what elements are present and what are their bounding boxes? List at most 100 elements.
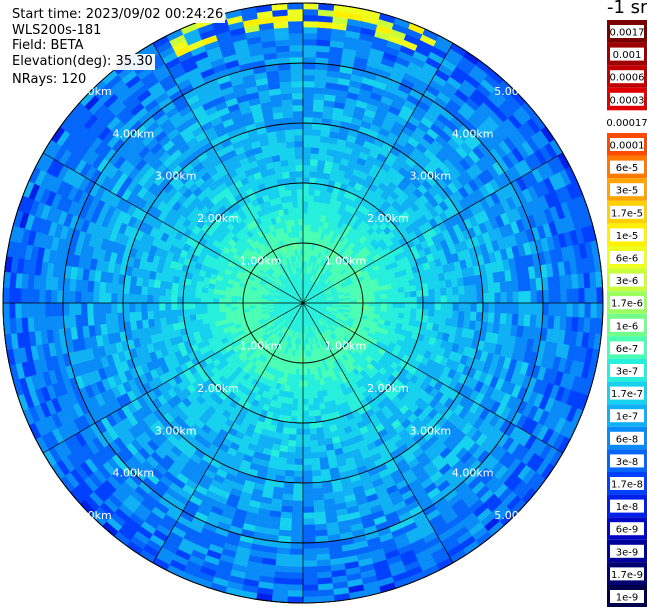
heatmap-cell [164, 295, 172, 304]
heatmap-cell [201, 312, 209, 320]
heatmap-cell [302, 488, 314, 496]
heatmap-cell [404, 291, 412, 298]
heatmap-cell [302, 206, 309, 214]
heatmap-cell [302, 164, 311, 172]
heatmap-cell [312, 111, 324, 119]
heatmap-cell [588, 397, 600, 416]
heatmap-cell [293, 380, 300, 388]
heatmap-cell [470, 293, 478, 304]
heatmap-cell [75, 278, 83, 292]
heatmap-cell [153, 317, 162, 327]
heatmap-cell [410, 296, 418, 304]
heatmap-cell [45, 315, 53, 331]
heatmap-cell [170, 309, 178, 318]
heatmap-cell [106, 540, 124, 556]
heatmap-cell [316, 39, 331, 47]
heatmap-cell [297, 404, 304, 412]
heatmap-cell [374, 294, 382, 300]
heatmap-cell [218, 302, 226, 308]
heatmap-cell [140, 294, 148, 304]
heatmap-cell [110, 302, 118, 314]
heatmap-cell [572, 302, 580, 318]
heatmap-cell [165, 316, 173, 325]
heatmap-cell [290, 410, 298, 418]
heatmap-cell [307, 206, 314, 214]
heatmap-cell [134, 293, 142, 304]
heatmap-cell [446, 302, 454, 312]
heatmap-cell [302, 398, 309, 406]
heatmap-cell [422, 289, 430, 297]
heatmap-cell [457, 310, 466, 321]
heatmap-cell [469, 550, 487, 565]
heatmap-cell [292, 488, 304, 496]
heatmap-cell [310, 152, 319, 161]
heatmap-cell [302, 548, 317, 556]
heatmap-cell [302, 98, 314, 106]
heatmap-cell [140, 310, 149, 321]
heatmap-cell [236, 302, 244, 307]
heatmap-cell [170, 295, 178, 304]
heatmap-cell [290, 524, 304, 532]
heatmap-cell [218, 298, 226, 304]
heatmap-cell [75, 314, 83, 328]
heatmap-cell [200, 307, 208, 314]
heatmap-cell [380, 293, 388, 300]
heatmap-cell [175, 582, 194, 595]
heatmap-cell [434, 302, 442, 311]
heatmap-cell [294, 446, 304, 454]
heatmap-cell [44, 302, 52, 317]
heatmap-cell [493, 312, 501, 324]
heatmap-cell [380, 298, 388, 304]
heatmap-cell [296, 410, 304, 418]
heatmap-cell [312, 105, 324, 113]
heatmap-cell [444, 317, 453, 327]
heatmap-cell [111, 282, 119, 294]
heatmap-cell [306, 368, 311, 376]
heatmap-cell [434, 309, 442, 318]
heatmap-cell [206, 292, 214, 299]
heatmap-cell [506, 291, 514, 304]
heatmap-cell [194, 302, 202, 309]
heatmap-cell [559, 132, 574, 151]
heatmap-cell [398, 292, 406, 299]
heatmap-cell [523, 314, 531, 328]
heatmap-cell [189, 314, 197, 322]
heatmap-cell [427, 315, 435, 324]
heatmap-cell [206, 307, 214, 314]
heatmap-cell [302, 368, 308, 376]
heatmap-cell [590, 302, 598, 319]
heatmap-cell [416, 302, 424, 310]
heatmap-cell [298, 374, 304, 382]
heatmap-cell [302, 158, 311, 166]
heatmap-cell [194, 308, 202, 315]
heatmap-cell [288, 434, 297, 442]
heatmap-cell [316, 559, 331, 567]
heatmap-cell [119, 550, 137, 565]
heatmap-cell [416, 290, 424, 298]
heatmap-cell [317, 444, 327, 453]
heatmap-cell [308, 416, 316, 424]
heatmap-cell [315, 171, 324, 179]
heatmap-cell [506, 302, 514, 315]
heatmap-cell [463, 285, 472, 295]
heatmap-cell [152, 294, 160, 304]
heatmap-cell [335, 0, 352, 1]
heatmap-cell [433, 281, 441, 290]
heatmap-cell [17, 427, 31, 445]
heatmap-cell [392, 292, 400, 299]
heatmap-cell [314, 81, 327, 89]
heatmap-cell [32, 288, 40, 304]
heatmap-cell [93, 530, 111, 546]
heatmap-cell [302, 518, 315, 526]
heatmap-cell [182, 290, 190, 298]
heatmap-cell [440, 295, 448, 304]
heatmap-cell [305, 350, 309, 358]
heatmap-cell [302, 194, 309, 202]
heatmap-cell [158, 295, 166, 304]
heatmap-cell [308, 410, 316, 418]
heatmap-cell [410, 302, 418, 310]
heatmap-cell [572, 288, 580, 304]
heatmap-cell [302, 386, 308, 394]
heatmap-cell [379, 289, 387, 296]
heatmap-cell [188, 302, 196, 310]
